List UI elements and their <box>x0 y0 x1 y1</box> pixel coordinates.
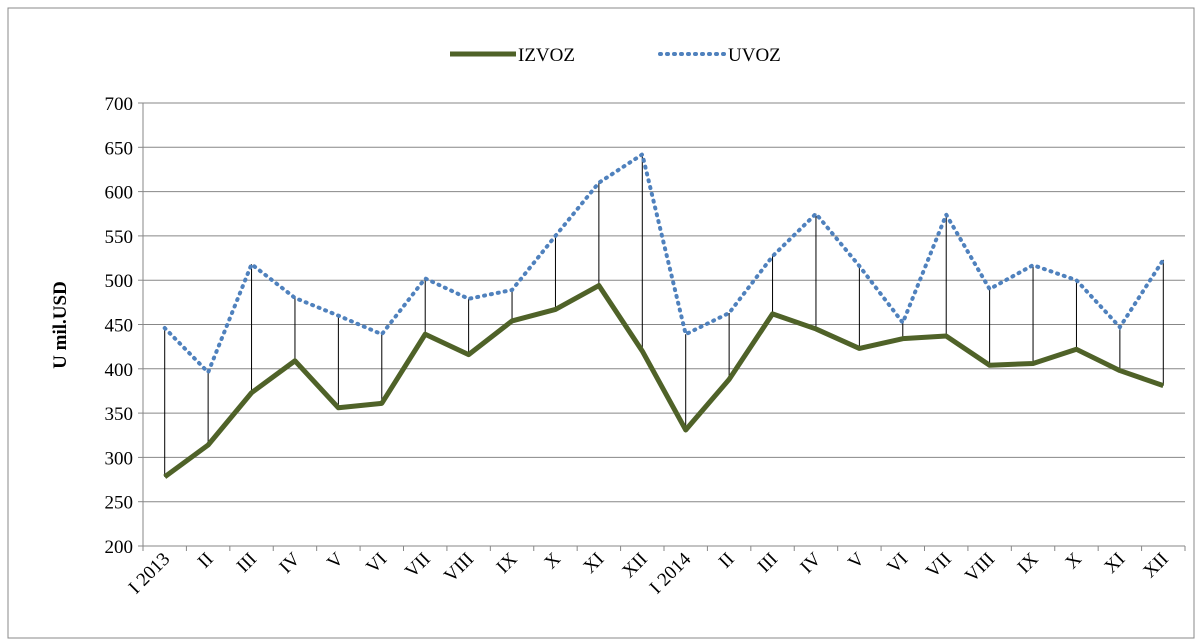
series-line <box>162 151 1166 376</box>
y-tick-label: 650 <box>105 138 134 159</box>
y-tick-label: 200 <box>105 537 134 558</box>
y-tick-label: 700 <box>105 94 134 115</box>
y-tick-label: 250 <box>105 493 134 514</box>
series-line <box>163 283 1165 479</box>
chart-border <box>7 7 1195 639</box>
y-tick-label: 350 <box>105 404 134 425</box>
y-tick-label: 550 <box>105 227 134 248</box>
y-tick-label: 600 <box>105 183 134 204</box>
y-tick-label: 500 <box>105 271 134 292</box>
y-axis-label: U mil.USD <box>50 281 71 369</box>
legend-label: IZVOZ <box>518 45 575 66</box>
legend-label: UVOZ <box>728 45 781 66</box>
y-tick-label: 300 <box>105 448 134 469</box>
y-tick-label: 450 <box>105 316 134 337</box>
y-tick-label: 400 <box>105 360 134 381</box>
